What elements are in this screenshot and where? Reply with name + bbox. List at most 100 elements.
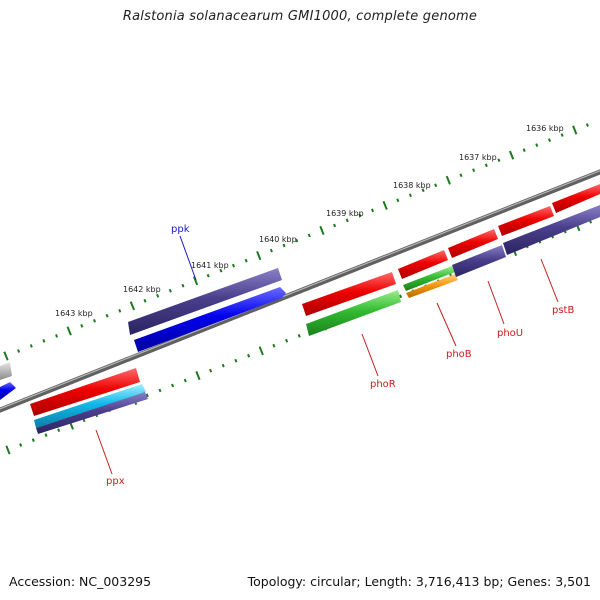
gene-label-ppx[interactable]: ppx xyxy=(106,476,125,487)
tick-mark xyxy=(19,443,23,447)
gene-feature[interactable] xyxy=(448,229,498,258)
tick-mark xyxy=(92,319,97,323)
tick-mark xyxy=(66,326,72,336)
tick-mark xyxy=(258,346,264,356)
tick-mark xyxy=(272,343,276,348)
tick-mark xyxy=(445,175,451,185)
gene-feature-phoU[interactable] xyxy=(452,245,506,277)
tick-mark xyxy=(145,393,149,398)
kbp-label: 1637 kbp xyxy=(459,153,497,162)
tick-mark xyxy=(221,363,225,368)
kbp-label: 1641 kbp xyxy=(191,261,229,270)
tick-mark xyxy=(560,133,564,137)
tick-mark xyxy=(5,445,11,455)
tick-mark xyxy=(234,358,238,363)
gene-label-phoB[interactable]: phoB xyxy=(446,349,472,360)
tick-mark xyxy=(282,243,286,248)
tick-mark xyxy=(156,293,160,298)
tick-mark xyxy=(269,248,273,253)
tick-mark xyxy=(370,208,375,213)
tick-mark xyxy=(183,378,187,383)
tick-mark xyxy=(231,263,236,268)
tick-mark xyxy=(118,308,122,313)
gene-label-ppk[interactable]: ppk xyxy=(171,224,190,235)
accession-text: Accession: NC_003295 xyxy=(9,574,152,589)
tick-mark xyxy=(295,238,299,243)
map-title: Ralstonia solanacearum GMI1000, complete… xyxy=(122,9,478,24)
tick-mark xyxy=(396,198,400,203)
genome-backbone xyxy=(0,169,600,413)
tick-mark xyxy=(345,218,349,223)
tick-mark xyxy=(319,225,325,235)
tick-mark xyxy=(408,193,412,198)
kbp-label: 1643 kbp xyxy=(55,309,93,318)
gene-feature-ppk-upper[interactable] xyxy=(128,268,282,335)
reverse-strand-genes xyxy=(0,205,600,434)
tick-mark xyxy=(434,183,438,188)
gene-feature[interactable] xyxy=(398,250,448,279)
kbp-label: 1638 kbp xyxy=(393,181,431,190)
forward-strand-genes xyxy=(0,184,600,416)
tick-mark xyxy=(105,313,109,318)
kbp-label: 1636 kbp xyxy=(526,124,564,133)
tick-mark xyxy=(17,349,21,353)
gene-feature[interactable] xyxy=(34,384,146,428)
genome-summary-text: Topology: circular; Length: 3,716,413 bp… xyxy=(247,574,591,589)
tick-mark xyxy=(285,338,289,343)
tick-mark xyxy=(497,158,501,162)
gene-feature-phoR[interactable] xyxy=(306,290,401,336)
kbp-label: 1640 kbp xyxy=(259,235,297,244)
gene-feature[interactable] xyxy=(403,266,455,291)
tick-mark xyxy=(382,200,388,210)
tick-mark xyxy=(209,368,213,373)
tick-mark xyxy=(44,433,48,437)
gene-label-pstB[interactable]: pstB xyxy=(552,305,574,316)
gene-feature[interactable] xyxy=(498,206,554,236)
gene-feature[interactable] xyxy=(302,272,396,316)
tick-mark xyxy=(168,288,172,293)
tick-mark xyxy=(508,150,515,160)
tick-mark xyxy=(80,324,84,328)
gene-feature-pstB[interactable] xyxy=(503,205,600,255)
tick-mark xyxy=(522,148,526,152)
tick-mark xyxy=(256,251,262,261)
tick-mark xyxy=(42,339,46,343)
gene-feature[interactable] xyxy=(0,382,16,400)
tick-mark xyxy=(421,188,425,193)
tick-mark xyxy=(206,273,210,278)
tick-mark xyxy=(192,276,199,286)
tick-mark xyxy=(244,258,248,263)
tick-mark xyxy=(247,353,251,358)
kbp-label: 1639 kbp xyxy=(326,209,364,218)
tick-mark xyxy=(29,344,33,348)
gene-feature-ppx[interactable] xyxy=(36,392,148,434)
tick-mark xyxy=(57,428,61,432)
tick-mark xyxy=(158,388,162,393)
tick-mark xyxy=(535,143,539,147)
gene-label-phoR[interactable]: phoR xyxy=(370,379,396,390)
gene-feature-ppk[interactable] xyxy=(134,287,286,352)
tick-mark xyxy=(171,383,175,388)
tick-mark xyxy=(333,223,337,228)
tick-mark xyxy=(547,138,552,142)
gene-feature[interactable] xyxy=(0,362,12,380)
tick-mark xyxy=(297,334,301,338)
outer-tick-track xyxy=(3,123,589,361)
tick-mark xyxy=(143,298,147,303)
gene-feature-phoB[interactable] xyxy=(406,274,458,298)
tick-mark xyxy=(55,334,59,338)
tick-mark xyxy=(572,125,578,135)
tick-mark xyxy=(484,163,488,168)
gene-label-phoU[interactable]: phoU xyxy=(497,328,523,339)
tick-mark xyxy=(472,168,476,173)
tick-mark xyxy=(219,268,223,273)
gene-feature[interactable] xyxy=(552,184,600,213)
tick-mark xyxy=(358,213,362,218)
tick-mark xyxy=(398,294,403,299)
tick-mark xyxy=(129,301,136,311)
gene-feature[interactable] xyxy=(30,368,140,416)
tick-mark xyxy=(181,283,185,288)
tick-mark xyxy=(307,233,311,238)
tick-mark xyxy=(459,173,463,178)
